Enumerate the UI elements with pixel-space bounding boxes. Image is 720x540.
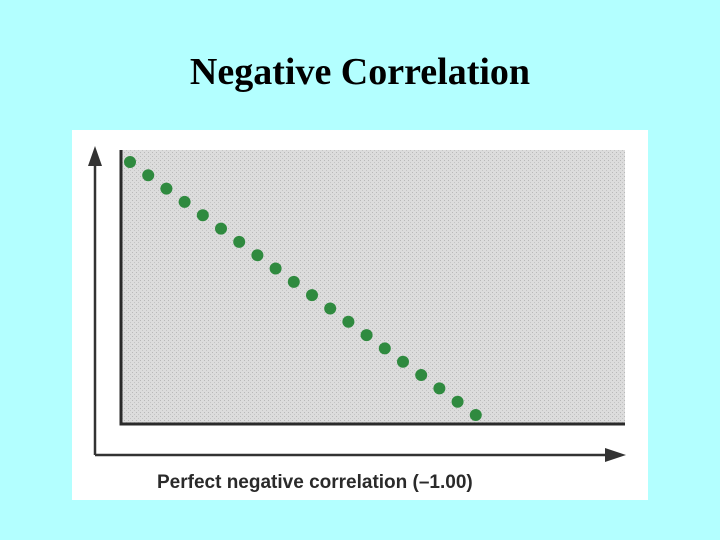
- x-axis-label: Perfect negative correlation (–1.00): [157, 472, 473, 493]
- data-point: [287, 275, 300, 288]
- data-points: [124, 155, 482, 422]
- data-point: [451, 395, 464, 408]
- data-point: [196, 209, 209, 222]
- data-point: [160, 182, 173, 195]
- data-point: [142, 169, 155, 182]
- data-point: [178, 195, 191, 208]
- data-point: [233, 235, 246, 248]
- data-point: [305, 289, 318, 302]
- data-point: [469, 409, 482, 422]
- plot-border: [119, 150, 625, 426]
- chart-title: Negative Correlation: [190, 51, 530, 93]
- data-point: [124, 155, 137, 168]
- data-point: [415, 369, 428, 382]
- data-point: [251, 249, 264, 262]
- x-axis-arrow: [605, 448, 626, 462]
- data-point: [269, 262, 282, 275]
- data-point: [433, 382, 446, 395]
- data-point: [342, 315, 355, 328]
- data-point: [396, 355, 409, 368]
- data-point: [215, 222, 227, 235]
- data-point: [324, 302, 337, 315]
- plot-area: [120, 150, 625, 425]
- y-axis-arrow: [88, 146, 102, 166]
- data-point: [360, 329, 373, 342]
- data-point: [378, 342, 391, 355]
